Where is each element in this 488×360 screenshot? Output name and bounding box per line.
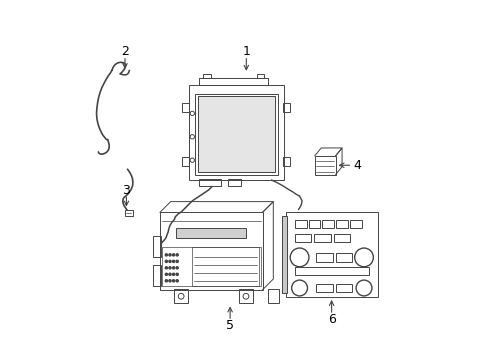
Bar <box>182 103 189 112</box>
Bar <box>282 216 286 293</box>
Circle shape <box>172 280 174 282</box>
Circle shape <box>176 267 178 269</box>
Circle shape <box>168 267 171 269</box>
Bar <box>257 74 263 78</box>
Bar <box>335 284 351 292</box>
Bar <box>316 253 332 262</box>
Bar <box>197 96 275 172</box>
Text: 6: 6 <box>327 313 335 326</box>
Text: 5: 5 <box>225 319 234 332</box>
Circle shape <box>172 260 174 262</box>
Bar <box>314 156 335 175</box>
Circle shape <box>172 254 174 256</box>
Bar <box>153 236 160 257</box>
Bar <box>176 228 246 238</box>
Circle shape <box>165 267 167 269</box>
Bar <box>285 212 377 297</box>
Text: 3: 3 <box>122 184 130 197</box>
Bar <box>294 267 368 275</box>
Bar <box>349 220 361 228</box>
Bar <box>294 220 306 228</box>
Text: 2: 2 <box>121 45 129 58</box>
Circle shape <box>168 273 171 275</box>
Bar <box>294 234 310 242</box>
Circle shape <box>168 260 171 262</box>
Bar <box>199 179 221 186</box>
Text: 1: 1 <box>242 45 250 58</box>
Bar <box>228 179 241 186</box>
Circle shape <box>165 280 167 282</box>
Circle shape <box>176 260 178 262</box>
Bar <box>153 265 160 286</box>
Circle shape <box>168 254 171 256</box>
Bar <box>195 94 277 175</box>
Bar <box>322 220 333 228</box>
Bar <box>182 157 189 166</box>
Circle shape <box>168 280 171 282</box>
Circle shape <box>176 273 178 275</box>
Bar <box>283 103 289 112</box>
Bar <box>160 212 262 290</box>
Bar <box>335 220 347 228</box>
Circle shape <box>165 254 167 256</box>
Circle shape <box>165 260 167 262</box>
Circle shape <box>176 254 178 256</box>
Bar <box>239 289 252 303</box>
Circle shape <box>176 280 178 282</box>
Bar <box>192 247 258 286</box>
Bar <box>203 74 211 78</box>
Bar <box>188 85 284 180</box>
Bar <box>308 220 320 228</box>
Bar <box>314 234 330 242</box>
Bar <box>125 210 133 216</box>
Bar <box>333 234 349 242</box>
Bar <box>162 247 260 286</box>
Bar <box>199 78 267 85</box>
Text: 4: 4 <box>353 159 361 172</box>
Bar <box>316 284 332 292</box>
Bar <box>335 253 351 262</box>
Circle shape <box>172 267 174 269</box>
Bar <box>174 289 187 303</box>
Bar <box>283 157 289 166</box>
Circle shape <box>165 273 167 275</box>
Circle shape <box>172 273 174 275</box>
Bar <box>267 289 278 303</box>
